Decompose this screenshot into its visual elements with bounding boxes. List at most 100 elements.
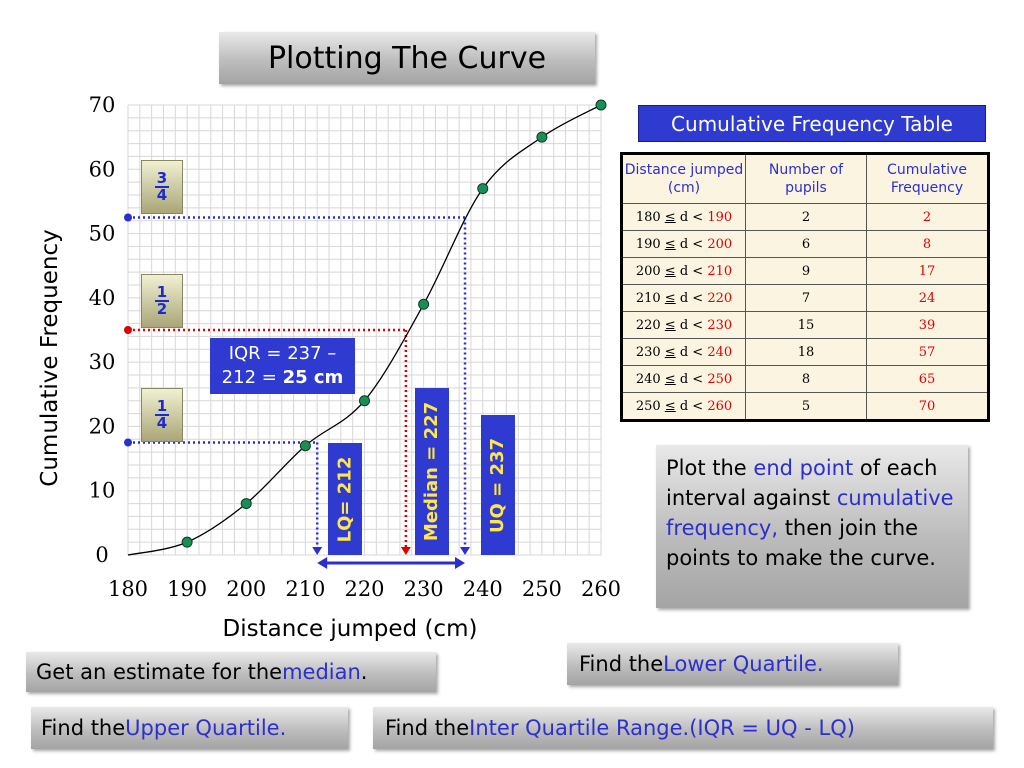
y-tick-label: 70 (89, 93, 116, 117)
instr-highlight: median (282, 660, 361, 684)
leq-symbol: ≤ (664, 290, 676, 306)
cumulative-frequency-curve (127, 104, 602, 556)
upper-bound: 250 (707, 371, 733, 387)
iqr-result: 25 cm (282, 367, 344, 388)
leq-symbol: ≤ (664, 317, 676, 333)
y-tick-label: 40 (89, 286, 116, 310)
x-tick-label: 260 (581, 577, 621, 601)
cell-cumulative: 57 (866, 338, 989, 366)
lq-guide-arrowhead (312, 547, 323, 555)
data-point (477, 183, 489, 195)
median-instruction: Get an estimate for the median. (26, 652, 436, 692)
cell-pupils: 18 (745, 338, 867, 366)
lq-text: LQ= 212 (334, 456, 356, 542)
y-tick-labels: 0 10 20 30 40 50 60 70 (89, 93, 116, 567)
plot-instruction: Plot the end point of each interval agai… (656, 445, 968, 608)
lower-bound: 210 (635, 290, 661, 306)
lower-quartile-label: LQ= 212 (328, 443, 362, 555)
cell-distance: 240 ≤ d < 250 (621, 365, 746, 393)
table-row: 220 ≤ d < 230 15 39 (621, 311, 989, 339)
instr-highlight: Lower Quartile. (663, 652, 824, 676)
cell-pupils: 6 (745, 230, 867, 258)
cell-pupils: 15 (745, 311, 867, 339)
leq-symbol: ≤ (664, 344, 676, 360)
header-pupils: Number of pupils (745, 153, 867, 204)
instr-text: . (360, 660, 368, 684)
iqr-instruction: Find the Inter Quartile Range.(IQR = UQ … (373, 707, 993, 749)
upper-bound: 190 (707, 209, 733, 225)
y-tick-label: 30 (89, 350, 116, 374)
table-row: 180 ≤ d < 190 2 2 (621, 203, 989, 231)
table-row: 190 ≤ d < 200 6 8 (621, 230, 989, 258)
cumulative-frequency-table: Distance jumped (cm) Number of pupils Cu… (620, 152, 990, 422)
leq-symbol: ≤ (664, 209, 676, 225)
y-tick-label: 20 (89, 414, 116, 438)
data-point (181, 536, 193, 548)
x-axis-label: Distance jumped (cm) (223, 616, 478, 642)
lower-bound: 250 (635, 398, 661, 414)
iqr-line-2-text: 212 = (221, 367, 283, 388)
fraction-numerator: 1 (154, 397, 170, 416)
instr-text: Plot the (666, 456, 754, 480)
table-title: Cumulative Frequency Table (638, 105, 986, 142)
instr-highlight: end point (753, 456, 854, 480)
instr-highlight: Upper Quartile. (125, 716, 287, 740)
cell-cumulative: 24 (866, 284, 989, 312)
data-point (299, 440, 311, 452)
cell-distance: 190 ≤ d < 200 (621, 230, 746, 258)
iqr-arrow-left (317, 557, 328, 569)
variable-d: d (679, 209, 689, 225)
x-tick-label: 210 (285, 577, 325, 601)
fraction-numerator: 1 (154, 283, 170, 302)
cell-pupils: 5 (745, 392, 867, 421)
lower-bound: 240 (635, 371, 661, 387)
iqr-line-2: 212 = 25 cm (210, 366, 355, 390)
upper-bound: 210 (707, 263, 733, 279)
x-tick-label: 190 (167, 577, 207, 601)
data-point (595, 99, 607, 111)
upper-quartile-label: UQ = 237 (481, 415, 515, 555)
instr-text: Find the (579, 652, 664, 676)
instr-highlight: Inter Quartile Range.(IQR = UQ - LQ) (469, 716, 855, 740)
three-quarters-fraction: 3 4 (141, 160, 183, 214)
x-tick-label: 230 (404, 577, 444, 601)
upper-bound: 230 (707, 317, 733, 333)
cell-cumulative: 17 (866, 257, 989, 285)
instr-highlight: cumulative frequency, (666, 486, 954, 540)
instr-text: Find the (385, 716, 470, 740)
median-guide-arrowhead (400, 547, 411, 555)
y-tick-label: 10 (89, 479, 116, 503)
cell-pupils: 7 (745, 284, 867, 312)
instr-text: Get an estimate for the (36, 660, 283, 684)
cell-cumulative: 2 (866, 203, 989, 231)
table-row: 240 ≤ d < 250 8 65 (621, 365, 989, 393)
cell-pupils: 9 (745, 257, 867, 285)
x-tick-label: 200 (226, 577, 266, 601)
y-tick-label: 0 (95, 543, 108, 567)
cell-cumulative: 70 (866, 392, 989, 421)
fraction-denominator: 4 (156, 414, 168, 432)
variable-d: d (679, 263, 689, 279)
lower-quartile-instruction: Find the Lower Quartile. (567, 643, 898, 685)
table-row: 250 ≤ d < 260 5 70 (621, 392, 989, 421)
cell-pupils: 2 (745, 203, 867, 231)
iqr-line-1: IQR = 237 – (228, 343, 337, 364)
upper-bound: 260 (707, 398, 733, 414)
fraction-numerator: 3 (154, 169, 170, 188)
variable-d: d (679, 317, 689, 333)
data-point (418, 298, 430, 310)
y-axis-label: Cumulative Frequency (37, 229, 63, 486)
lower-bound: 180 (635, 209, 661, 225)
iqr-arrow-right (455, 557, 466, 569)
upper-quartile-instruction: Find the Upper Quartile. (31, 707, 348, 749)
y-tick-label: 60 (89, 157, 116, 181)
half-fraction: 1 2 (141, 274, 183, 328)
cell-pupils: 8 (745, 365, 867, 393)
cell-distance: 230 ≤ d < 240 (621, 338, 746, 366)
lower-bound: 190 (635, 236, 661, 252)
cell-distance: 210 ≤ d < 220 (621, 284, 746, 312)
instr-text: then join the points to make the curve. (666, 516, 936, 570)
header-cumulative: Cumulative Frequency (866, 153, 989, 204)
table-row: 210 ≤ d < 220 7 24 (621, 284, 989, 312)
y-tick-label: 50 (89, 222, 116, 246)
